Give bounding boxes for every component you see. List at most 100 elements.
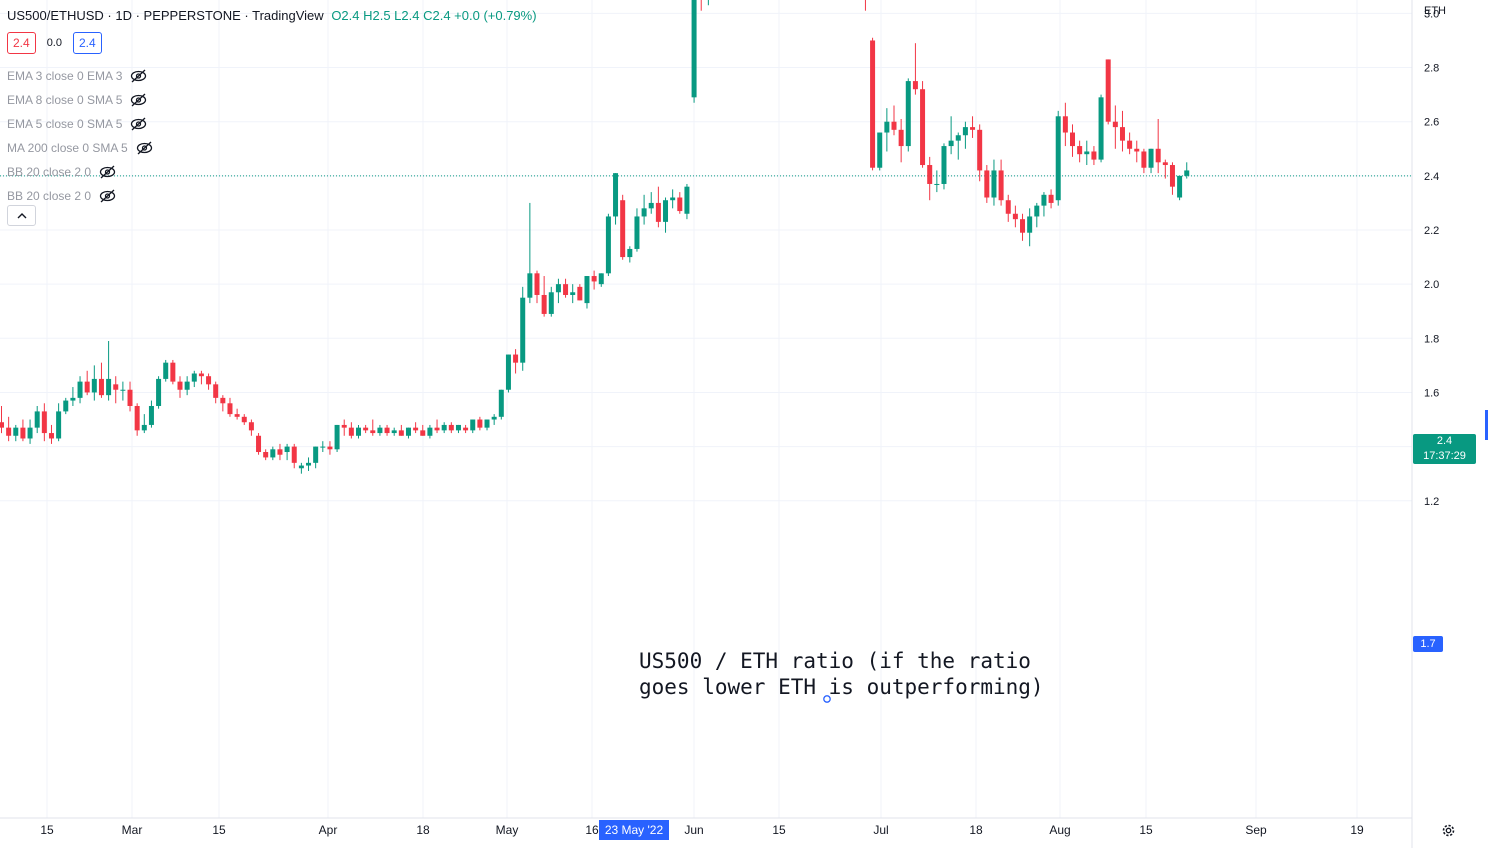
candle-down: [700, 0, 702, 11]
candle-body: [377, 427, 383, 434]
candle-body: [427, 427, 433, 436]
time-tick-label: Jun: [684, 823, 703, 837]
candle-body: [970, 127, 976, 130]
candle-body: [405, 427, 411, 436]
candle-body: [48, 433, 54, 439]
time-tick-label: Aug: [1049, 823, 1070, 837]
indicator-row[interactable]: BB 20 close 2 0: [7, 160, 153, 184]
price-tick-label: 1.6: [1424, 387, 1439, 399]
time-tick-label: 19: [1350, 823, 1364, 837]
candle-down: [448, 422, 454, 434]
collapse-legend-button[interactable]: [7, 205, 36, 226]
candle-up: [455, 424, 461, 434]
candle-body: [984, 170, 990, 198]
indicator-row[interactable]: EMA 5 close 0 SMA 5: [7, 112, 153, 136]
candle-body: [891, 121, 897, 130]
candle-up: [707, 0, 709, 6]
candle-down: [870, 37, 876, 171]
symbol-header: US500/ETHUSD · 1D · PEPPERSTONE · Tradin…: [7, 8, 537, 23]
eye-crossed-icon[interactable]: [136, 141, 153, 155]
candle-body: [27, 427, 33, 439]
candle-body: [163, 362, 169, 379]
candle-up: [484, 419, 490, 431]
candle-down: [477, 416, 483, 431]
candle-down: [920, 81, 926, 168]
candle-body: [263, 452, 269, 458]
candle-down: [41, 403, 47, 442]
candle-up: [13, 424, 19, 442]
indicator-label: BB 20 close 2 0: [7, 165, 92, 179]
candle-down: [84, 370, 90, 396]
indicator-row[interactable]: EMA 8 close 0 SMA 5: [7, 88, 153, 112]
candle-body: [277, 449, 283, 455]
candle-up: [184, 376, 190, 396]
candle-body: [13, 427, 19, 436]
candle-down: [241, 414, 247, 425]
candle-body: [127, 389, 133, 406]
candle-body: [1105, 59, 1111, 122]
candle-down: [655, 186, 661, 228]
candle-body: [577, 286, 583, 301]
indicator-label: EMA 5 close 0 SMA 5: [7, 117, 123, 131]
gear-icon[interactable]: [1440, 822, 1457, 839]
candle-body: [434, 427, 440, 431]
candle-up: [962, 121, 968, 149]
candle-up: [120, 381, 126, 401]
candle-up: [1184, 162, 1190, 179]
candle-body: [534, 273, 540, 295]
candle-down: [1012, 205, 1018, 228]
candle-body: [84, 381, 90, 393]
price-axis-unit: ETH: [1424, 5, 1446, 17]
time-axis-labels: 15 Mar 15 Apr 18 May 16 Jun 15 Jul 18 Aug 15 Sep 19: [40, 823, 1364, 837]
candle-body: [934, 183, 940, 185]
buy-badge[interactable]: 2.4: [72, 32, 102, 54]
candle-body: [70, 397, 76, 401]
chart-annotation[interactable]: US500 / ETH ratio (if the ratio goes low…: [639, 648, 1044, 700]
eye-crossed-icon[interactable]: [130, 69, 147, 83]
candle-body: [998, 170, 1004, 201]
last-price-value: 2.4: [1436, 435, 1453, 447]
candle-body: [91, 378, 97, 393]
indicator-row[interactable]: BB 20 close 2 0: [7, 184, 153, 208]
indicator-label: EMA 8 close 0 SMA 5: [7, 93, 123, 107]
candle-body: [927, 165, 933, 184]
annotation-line-2: goes lower ETH is outperforming): [639, 675, 1044, 699]
candle-down: [927, 156, 933, 201]
candle-up: [641, 194, 647, 225]
candle-up: [613, 173, 619, 225]
candle-up: [391, 427, 397, 436]
candle-body: [591, 276, 597, 282]
eye-crossed-icon[interactable]: [130, 117, 147, 131]
crosshair-date-tag: 23 May '22: [599, 820, 669, 840]
candle-down: [248, 419, 254, 436]
candle-body: [877, 132, 883, 168]
candle-body: [691, 0, 697, 98]
symbol-title[interactable]: US500/ETHUSD · 1D · PEPPERSTONE · Tradin…: [7, 8, 324, 23]
candle-body: [391, 430, 397, 434]
candle-down: [1070, 124, 1075, 157]
time-tick-label: Apr: [319, 823, 338, 837]
candle-up: [191, 370, 197, 388]
candle-up: [1098, 94, 1104, 163]
candle-up: [470, 419, 476, 434]
indicator-row[interactable]: MA 200 close 0 SMA 5: [7, 136, 153, 160]
candle-body: [648, 202, 654, 209]
value-badges: 2.4 0.0 2.4: [7, 32, 102, 54]
candle-body: [1062, 116, 1068, 133]
eye-crossed-icon[interactable]: [99, 189, 116, 203]
candle-body: [384, 427, 390, 434]
candle-body: [1084, 151, 1090, 155]
candle-up: [1177, 175, 1183, 201]
candle-up: [284, 443, 290, 461]
indicator-row[interactable]: EMA 3 close 0 EMA 3: [7, 64, 153, 88]
candle-down: [6, 416, 12, 442]
sell-badge[interactable]: 2.4: [7, 32, 36, 54]
candle-body: [63, 400, 69, 412]
candle-body: [291, 446, 297, 463]
candle-body: [1027, 216, 1033, 233]
eye-crossed-icon[interactable]: [99, 165, 116, 179]
candle-up: [356, 424, 361, 439]
last-price-tag: 2.4 17:37:29: [1413, 434, 1476, 464]
eye-crossed-icon[interactable]: [130, 93, 147, 107]
